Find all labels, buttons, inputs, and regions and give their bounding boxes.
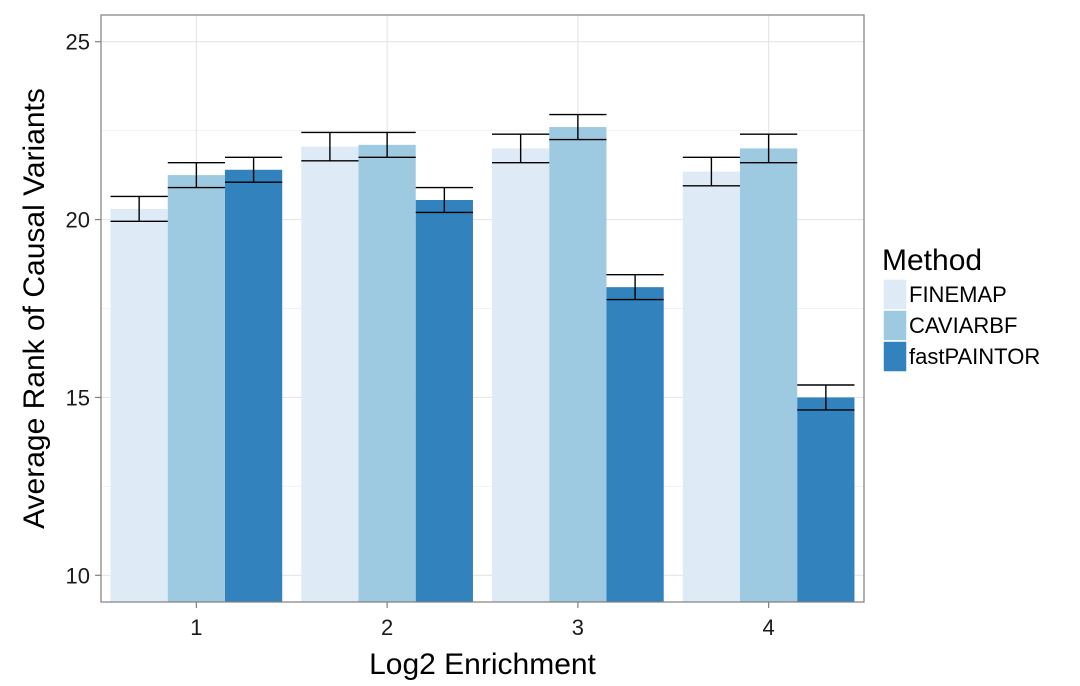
bar-fastpaintor-3 [606,287,664,602]
error-bar-finemap-3 [492,133,550,164]
bar-finemap-4 [682,171,741,603]
bar-fastpaintor-2 [415,199,473,602]
error-bars [110,113,855,411]
legend-label-caviarbf: CAVIARBF [909,313,1017,338]
legend-swatch-caviarbf [882,309,908,342]
error-bar-caviarbf-3 [549,113,607,141]
y-axis: 10 15 20 25 [66,30,101,588]
legend-title: Method [882,244,982,277]
x-tick-label: 2 [381,615,393,640]
x-tick-label: 3 [572,615,584,640]
bar-caviarbf-2 [358,144,416,603]
error-bar-fastpaintor-1 [224,156,283,183]
legend-label-finemap: FINEMAP [909,282,1007,307]
x-axis-title: Log2 Enrichment [369,648,596,681]
y-tick-label: 25 [66,30,90,55]
legend-label-fastpaintor: fastPAINTOR [909,344,1040,369]
bar-fastpaintor-1 [224,169,283,602]
error-bar-caviarbf-1 [167,161,225,189]
x-tick-label: 1 [190,615,202,640]
bar-finemap-3 [492,148,550,602]
bar-caviarbf-3 [549,127,607,603]
y-tick-label: 20 [66,208,90,233]
bar-finemap-1 [110,208,168,602]
error-bar-caviarbf-4 [740,133,798,164]
plot-panel-border [100,14,865,603]
bar-caviarbf-4 [740,148,798,602]
y-tick-label: 15 [66,385,90,410]
error-bar-fastpaintor-3 [606,274,664,301]
bars [110,127,855,603]
error-bar-fastpaintor-2 [415,186,473,214]
bar-finemap-2 [301,146,359,602]
x-tick-label: 4 [763,615,775,640]
bar-fastpaintor-4 [797,397,855,602]
x-axis: 1 2 3 4 [190,602,775,640]
y-tick-label: 10 [66,563,90,588]
error-bar-finemap-2 [301,131,359,162]
error-bar-fastpaintor-4 [797,384,855,411]
legend-swatch-fastpaintor [882,340,908,373]
legend: Method FINEMAP CAVIARBF fastPAINTOR [882,244,1040,373]
legend-swatch-finemap [882,278,908,311]
error-bar-finemap-1 [110,195,168,223]
y-axis-title: Average Rank of Causal Variants [18,88,51,529]
bar-caviarbf-1 [167,175,225,602]
error-bar-caviarbf-2 [358,131,416,159]
error-bar-finemap-4 [682,156,741,187]
